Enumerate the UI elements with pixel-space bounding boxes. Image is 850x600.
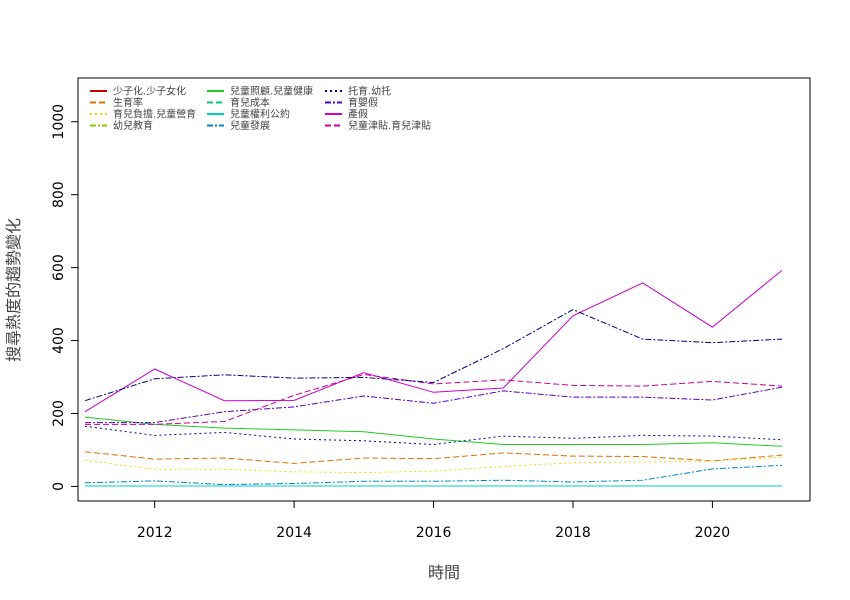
legend-label: 兒童發展 — [230, 119, 270, 132]
legend-label: 育兒成本 — [230, 96, 270, 109]
x-tick-label: 2012 — [137, 525, 173, 541]
legend-label: 少子化.少子女化 — [113, 85, 186, 98]
series-line-4 — [84, 416, 783, 447]
series-line-11 — [85, 373, 783, 425]
series-line-7 — [84, 464, 783, 486]
y-tick-label: 0 — [51, 482, 67, 491]
series-layer — [84, 269, 783, 487]
y-tick-label: 200 — [51, 400, 67, 427]
series-line-8 — [84, 425, 783, 446]
legend-label: 兒童權利公約 — [230, 108, 290, 121]
x-tick-label: 2020 — [695, 525, 731, 541]
y-axis-title: 搜尋熱度的趨勢變化 — [4, 218, 23, 362]
series-line-1 — [84, 451, 783, 464]
legend-label: 托育.幼托 — [348, 85, 391, 98]
x-tick-label: 2016 — [416, 525, 452, 541]
y-tick-label: 600 — [51, 254, 67, 281]
legend-label: 產假 — [348, 108, 368, 121]
x-axis-title: 時間 — [428, 563, 460, 582]
legend-label: 兒童津貼.育兒津貼 — [348, 119, 431, 132]
y-tick-label: 400 — [51, 327, 67, 354]
y-axis: 0 200 400 600 800 1000 — [51, 104, 78, 491]
legend-label: 幼兒教育 — [113, 119, 153, 132]
plot-frame — [77, 77, 811, 502]
legend-label: 生育率 — [113, 96, 143, 109]
x-axis: 2012 2014 2016 2018 2020 — [137, 501, 730, 541]
x-tick-label: 2014 — [276, 525, 312, 541]
legend-label: 兒童照顧.兒童健康 — [230, 85, 313, 98]
y-tick-label: 800 — [51, 181, 67, 208]
series-line-2 — [84, 456, 783, 474]
series-line-9 — [85, 386, 783, 424]
series-line-10 — [84, 269, 783, 413]
legend-label: 育兒負擔.兒童營育 — [113, 108, 196, 121]
x-tick-label: 2018 — [555, 525, 591, 541]
legend-label: 育嬰假 — [348, 96, 378, 109]
y-tick-label: 1000 — [51, 104, 67, 140]
series-line-12 — [84, 309, 783, 402]
